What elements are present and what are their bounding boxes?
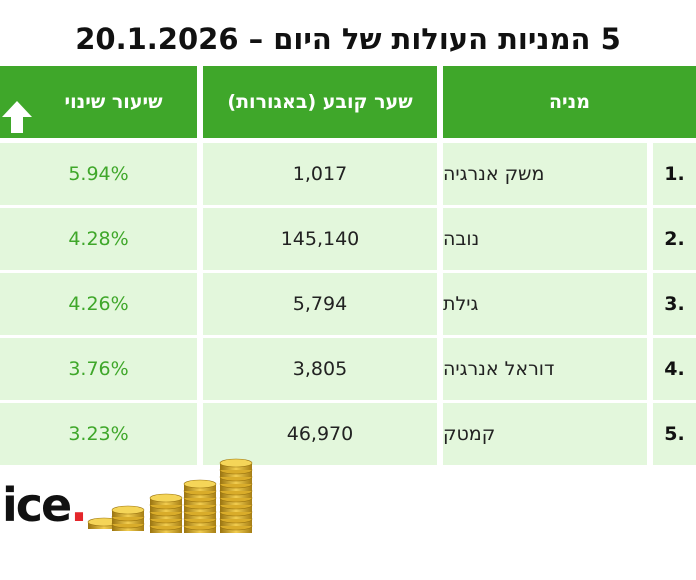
stock-name-cell: נובה [443,208,647,270]
rank-cell-text: 1. [664,163,685,185]
rank-cell-text: 4. [664,358,685,380]
header-change-label: שיעור שינוי [64,91,163,113]
coin-top [183,479,217,489]
header-price: שער קובע (באגורות) [203,66,437,138]
change-cell-text: 3.23% [68,423,129,445]
price-cell: 3,805 [203,338,437,400]
stock-name-cell: קמטק [443,403,647,465]
rank-cell: 3. [653,273,696,335]
coin-top [111,505,145,515]
rank-cell-text: 3. [664,293,685,315]
change-cell: 4.28% [0,208,197,270]
rank-cell: 5. [653,403,696,465]
change-cell: 5.94% [0,143,197,205]
header-stock: מניה [443,66,696,138]
page-title: 5 המניות העולות של היום – 20.1.2026 [75,22,621,56]
stock-name-cell-text: קמטק [443,423,496,445]
price-cell: 5,794 [203,273,437,335]
header-stock-label: מניה [549,91,591,113]
price-cell-text: 3,805 [292,358,348,380]
stock-name-cell-text: דוראל אנרגיה [443,358,555,380]
header-change: שיעור שינוי [0,66,197,138]
stock-name-cell-text: גילת [443,293,479,315]
price-cell-text: 145,140 [280,228,360,250]
change-cell: 4.26% [0,273,197,335]
change-cell-text: 4.26% [68,293,129,315]
stock-name-cell: גילת [443,273,647,335]
ice-logo: ice. [2,478,88,532]
price-cell: 46,970 [203,403,437,465]
price-cell-text: 5,794 [292,293,348,315]
arrow-up-icon [2,101,32,133]
price-cell: 1,017 [203,143,437,205]
rank-cell: 2. [653,208,696,270]
change-cell: 3.23% [0,403,197,465]
price-cell: 145,140 [203,208,437,270]
price-cell-text: 46,970 [286,423,354,445]
stock-name-cell: דוראל אנרגיה [443,338,647,400]
change-cell: 3.76% [0,338,197,400]
rank-cell: 4. [653,338,696,400]
header-price-label: שער קובע (באגורות) [227,91,413,113]
stock-name-cell-text: נובה [443,228,480,250]
stock-name-cell: משק אנרגיה [443,143,647,205]
change-cell-text: 4.28% [68,228,129,250]
change-cell-text: 5.94% [68,163,129,185]
coin-stacks-icon [87,458,253,533]
coin-top [149,493,183,503]
rank-cell-text: 5. [664,423,685,445]
price-cell-text: 1,017 [292,163,348,185]
coin-top [219,458,253,468]
change-cell-text: 3.76% [68,358,129,380]
rank-cell-text: 2. [664,228,685,250]
stock-name-cell-text: משק אנרגיה [443,163,545,185]
rank-cell: 1. [653,143,696,205]
